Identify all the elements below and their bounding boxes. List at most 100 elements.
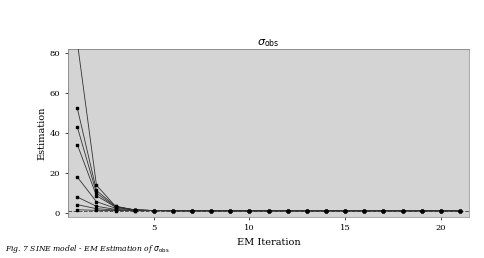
Point — [227, 209, 234, 213]
Point — [284, 209, 292, 213]
Point — [437, 209, 445, 213]
Point — [245, 209, 253, 213]
Point — [245, 209, 253, 213]
Point — [361, 209, 368, 213]
Point — [92, 194, 100, 198]
Y-axis label: Estimation: Estimation — [38, 106, 46, 159]
Point — [418, 209, 425, 213]
Point — [169, 209, 177, 213]
Point — [341, 209, 349, 213]
Point — [207, 209, 215, 213]
Point — [74, 175, 81, 179]
Point — [131, 208, 138, 212]
Point — [341, 209, 349, 213]
Point — [437, 209, 445, 213]
Point — [456, 209, 464, 213]
Point — [227, 209, 234, 213]
Point — [245, 209, 253, 213]
Point — [284, 209, 292, 213]
Point — [207, 209, 215, 213]
Point — [322, 209, 330, 213]
Point — [303, 209, 311, 213]
Point — [169, 209, 177, 213]
Point — [74, 203, 81, 207]
Point — [169, 209, 177, 213]
Point — [399, 209, 407, 213]
Point — [112, 205, 120, 209]
Point — [456, 209, 464, 213]
Point — [361, 209, 368, 213]
Point — [379, 209, 387, 213]
Point — [322, 209, 330, 213]
Point — [322, 209, 330, 213]
Text: Fig. 7 SINE model - EM Estimation of $\sigma_{\mathrm{obs}}$: Fig. 7 SINE model - EM Estimation of $\s… — [5, 243, 169, 255]
Point — [418, 209, 425, 213]
Point — [150, 208, 158, 213]
Point — [188, 209, 196, 213]
Point — [303, 209, 311, 213]
Point — [265, 209, 272, 213]
Point — [227, 209, 234, 213]
Point — [207, 209, 215, 213]
Point — [284, 209, 292, 213]
Point — [131, 209, 138, 213]
Point — [379, 209, 387, 213]
Title: $\sigma_{\mathrm{obs}}$: $\sigma_{\mathrm{obs}}$ — [257, 37, 280, 49]
Bar — [68, 49, 469, 217]
Point — [379, 209, 387, 213]
Point — [207, 209, 215, 213]
Point — [322, 209, 330, 213]
Point — [456, 209, 464, 213]
Point — [150, 208, 158, 213]
Point — [131, 208, 138, 212]
Point — [341, 209, 349, 213]
Point — [92, 200, 100, 204]
Point — [245, 209, 253, 213]
Point — [227, 209, 234, 213]
Point — [341, 209, 349, 213]
Point — [437, 209, 445, 213]
Point — [207, 209, 215, 213]
Point — [418, 209, 425, 213]
Point — [207, 209, 215, 213]
Point — [169, 209, 177, 213]
Point — [361, 209, 368, 213]
Point — [361, 209, 368, 213]
Point — [379, 209, 387, 213]
Point — [227, 209, 234, 213]
Point — [131, 208, 138, 212]
Point — [74, 40, 81, 44]
Point — [150, 208, 158, 213]
Point — [112, 207, 120, 212]
Point — [303, 209, 311, 213]
Point — [284, 209, 292, 213]
Point — [456, 209, 464, 213]
Point — [150, 208, 158, 213]
Point — [227, 209, 234, 213]
Point — [303, 209, 311, 213]
Point — [303, 209, 311, 213]
Point — [437, 209, 445, 213]
Point — [92, 183, 100, 187]
Point — [169, 209, 177, 213]
Point — [150, 209, 158, 213]
Point — [150, 209, 158, 213]
Point — [456, 209, 464, 213]
Point — [265, 209, 272, 213]
Point — [265, 209, 272, 213]
Point — [74, 195, 81, 199]
Point — [227, 209, 234, 213]
Point — [74, 125, 81, 129]
Point — [361, 209, 368, 213]
Point — [265, 209, 272, 213]
Point — [399, 209, 407, 213]
Point — [361, 209, 368, 213]
Point — [361, 209, 368, 213]
Point — [188, 209, 196, 213]
Point — [399, 209, 407, 213]
Point — [379, 209, 387, 213]
Point — [112, 205, 120, 209]
Point — [92, 207, 100, 211]
Point — [112, 204, 120, 208]
Point — [418, 209, 425, 213]
